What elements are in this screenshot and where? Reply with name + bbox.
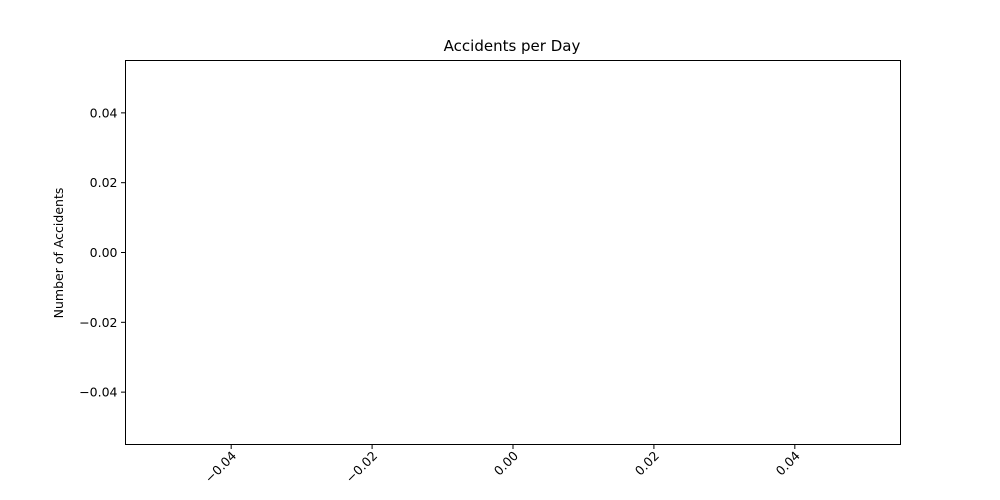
x-tick-label: 0.04 <box>773 448 803 478</box>
y-tick-label: 0.00 <box>90 245 118 260</box>
x-axis-ticks: −0.04 −0.02 0.00 0.02 0.04 <box>202 444 803 486</box>
y-tick-label: −0.04 <box>79 385 117 400</box>
chart-title: Accidents per Day <box>444 37 581 55</box>
plot-area-frame <box>125 60 901 445</box>
y-tick-label: −0.02 <box>79 315 117 330</box>
x-tick-label: −0.02 <box>343 448 381 486</box>
y-axis-ticks: 0.04 0.02 0.00 −0.02 −0.04 <box>79 105 126 400</box>
x-tick-label: 0.00 <box>491 448 521 478</box>
y-tick-label: 0.04 <box>90 105 118 120</box>
x-tick-label: 0.02 <box>632 448 662 478</box>
y-tick-label: 0.02 <box>90 175 118 190</box>
x-tick-label: −0.04 <box>202 448 240 486</box>
y-axis-label: Number of Accidents <box>51 188 66 319</box>
